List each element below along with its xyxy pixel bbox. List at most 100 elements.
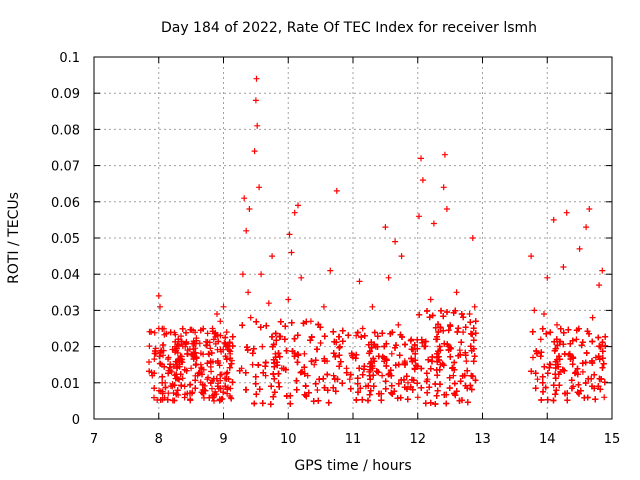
data-point	[227, 350, 233, 357]
data-point	[441, 391, 448, 398]
data-point	[151, 356, 158, 363]
data-point	[343, 365, 350, 372]
data-point	[148, 328, 154, 335]
data-point	[401, 384, 408, 391]
data-point	[182, 341, 189, 348]
data-point	[569, 354, 576, 361]
data-point	[383, 356, 390, 363]
data-point	[395, 361, 402, 368]
data-point	[268, 383, 275, 390]
data-point	[367, 387, 374, 394]
data-point	[435, 329, 442, 335]
data-point	[174, 365, 180, 371]
data-point	[159, 388, 166, 395]
data-point	[411, 365, 418, 372]
data-point	[165, 370, 172, 377]
data-point	[286, 231, 293, 238]
data-point	[573, 327, 580, 334]
data-point	[294, 351, 301, 358]
data-point	[440, 313, 447, 320]
data-point	[379, 330, 386, 337]
data-point	[569, 337, 576, 344]
data-point	[277, 318, 284, 325]
data-point	[434, 372, 441, 379]
data-point	[539, 373, 546, 380]
data-point	[414, 394, 421, 401]
data-point	[151, 385, 158, 392]
data-point	[418, 155, 424, 162]
data-point	[239, 322, 246, 329]
data-point	[427, 365, 434, 372]
data-point	[253, 391, 260, 398]
data-point	[207, 345, 214, 352]
data-point	[222, 353, 229, 360]
data-point	[197, 327, 204, 334]
data-point	[305, 389, 312, 396]
data-point	[255, 362, 262, 368]
data-point	[530, 354, 536, 361]
data-point	[354, 375, 361, 382]
data-point	[401, 358, 408, 365]
data-point	[308, 334, 315, 340]
data-point	[218, 396, 225, 403]
data-point	[354, 329, 361, 336]
data-point	[243, 386, 249, 393]
data-point	[466, 311, 473, 317]
data-point	[375, 353, 382, 360]
data-point	[416, 213, 422, 220]
data-point	[252, 380, 259, 387]
data-point	[214, 383, 221, 390]
y-tick-label: 0.05	[51, 232, 80, 247]
data-point	[178, 358, 185, 365]
data-point	[353, 332, 360, 339]
data-point	[170, 363, 177, 370]
data-point	[596, 356, 603, 363]
data-point	[544, 370, 551, 377]
data-point	[293, 386, 300, 393]
data-point	[229, 333, 236, 340]
data-point	[171, 343, 178, 350]
data-point	[314, 387, 321, 393]
data-point	[458, 311, 465, 317]
data-point	[544, 274, 551, 281]
data-point	[272, 350, 279, 357]
data-point	[412, 357, 419, 364]
data-point	[576, 245, 583, 252]
data-point	[330, 372, 337, 379]
data-point	[440, 184, 447, 191]
data-point	[207, 380, 214, 386]
data-point	[212, 388, 219, 395]
data-point	[392, 344, 398, 351]
data-point	[583, 350, 590, 356]
data-point	[544, 396, 551, 403]
data-point	[312, 380, 319, 387]
data-point	[589, 360, 596, 366]
y-tick-label: 0.01	[51, 377, 80, 392]
data-point	[427, 296, 434, 303]
data-point	[533, 348, 540, 354]
data-point	[375, 390, 382, 397]
data-point	[539, 379, 546, 386]
data-point	[274, 362, 281, 369]
data-point	[423, 370, 430, 377]
data-point	[434, 387, 441, 394]
data-point	[367, 376, 374, 383]
data-point	[472, 318, 479, 325]
data-point	[181, 383, 188, 390]
data-point	[369, 365, 376, 372]
data-point	[528, 253, 535, 260]
data-point	[464, 399, 471, 406]
data-point	[251, 400, 258, 407]
data-point	[458, 339, 465, 346]
data-point	[371, 329, 378, 336]
data-point	[572, 370, 578, 377]
data-point	[599, 348, 606, 355]
data-point	[412, 350, 419, 357]
data-point	[211, 330, 218, 337]
data-point	[393, 342, 399, 349]
data-point	[339, 327, 346, 334]
data-point	[190, 340, 197, 347]
data-point	[287, 400, 294, 407]
data-point	[366, 391, 373, 398]
data-point	[557, 368, 564, 375]
